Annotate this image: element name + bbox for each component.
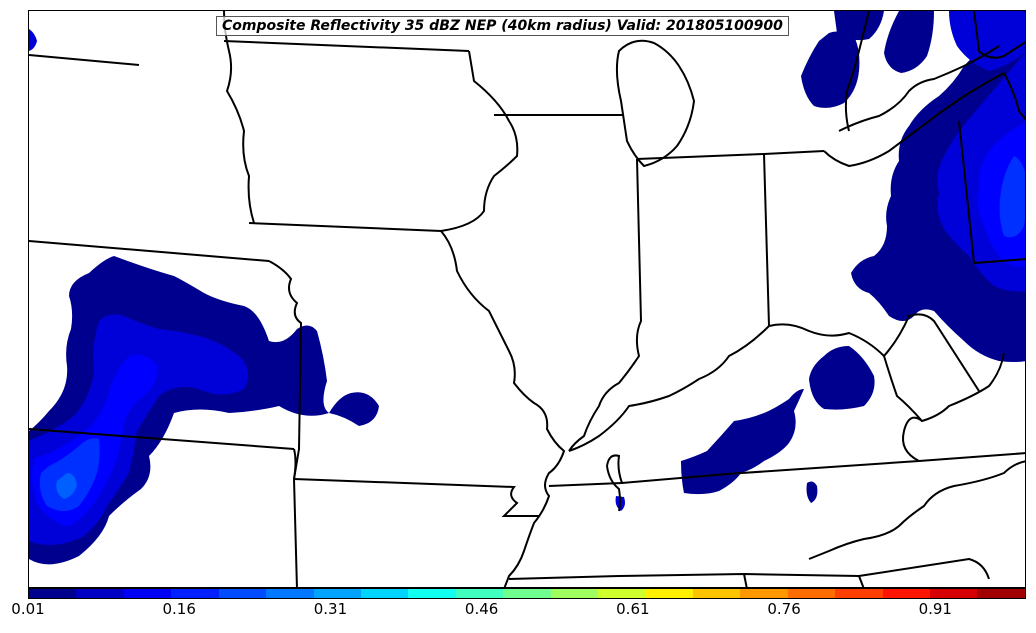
- colorbar-segment: [360, 589, 409, 598]
- boundary-tn-south: [508, 557, 990, 580]
- boundary-tn-nc: [808, 460, 1025, 560]
- boundary-ne-edge: [973, 11, 1025, 59]
- colorbar-segment: [455, 589, 504, 598]
- boundary-mo-ar: [293, 478, 539, 517]
- colorbar-segment: [503, 589, 551, 598]
- boundary-sd-ne: [29, 54, 140, 66]
- prob-region-kentucky-small1: [806, 481, 818, 503]
- colorbar-segment: [977, 589, 1025, 598]
- prob-region-kansas-peak: [56, 473, 77, 499]
- map-panel: [28, 10, 1026, 588]
- colorbar-segment: [408, 589, 456, 598]
- boundary-lake-erie: [823, 72, 1005, 168]
- prob-region-wisconsin: [801, 31, 860, 108]
- boundary-ok-ar: [293, 448, 297, 480]
- colorbar-segment: [882, 589, 931, 598]
- colorbar-segment: [313, 589, 361, 598]
- colorbar-segment: [29, 589, 77, 598]
- probability-fills: [29, 11, 1025, 565]
- colorbar-segment: [123, 589, 172, 598]
- boundary-ia-mn: [223, 40, 470, 52]
- boundary-ks-mo: [268, 260, 303, 587]
- colorbar-tick-label: 0.61: [616, 600, 650, 618]
- colorbar-segment: [76, 589, 124, 598]
- colorbar-segment: [598, 589, 646, 598]
- colorbar-tick-label: 0.91: [918, 600, 952, 618]
- boundary-in-mi: [636, 153, 765, 160]
- boundary-ks-ok: [29, 428, 295, 450]
- colorbar-segment: [835, 589, 883, 598]
- boundary-mi-oh: [763, 150, 825, 155]
- prob-region-mi-east: [949, 11, 1025, 71]
- map-canvas: [29, 11, 1025, 587]
- colorbar-segment: [645, 589, 693, 598]
- boundary-al-ga: [858, 575, 865, 587]
- colorbar-segment: [266, 589, 314, 598]
- colorbar-segment: [218, 589, 267, 598]
- boundary-in-oh: [763, 153, 770, 327]
- prob-region-nw-corner: [29, 29, 37, 51]
- boundary-lake-huron: [844, 11, 870, 132]
- boundary-ohio-river: [568, 313, 980, 452]
- colorbar-tick-label: 0.01: [11, 600, 45, 618]
- boundary-tn-river: [605, 454, 623, 512]
- boundary-ky-va: [902, 416, 923, 462]
- boundary-ms-al: [743, 573, 748, 587]
- boundary-wv-va: [883, 352, 1005, 423]
- prob-region-kentucky: [681, 389, 804, 495]
- colorbar-segment: [740, 589, 788, 598]
- map-title: Composite Reflectivity 35 dBZ NEP (40km …: [216, 16, 789, 36]
- colorbar-tick-label: 0.31: [313, 600, 348, 618]
- prob-region-indiana-south: [809, 346, 875, 410]
- prob-region-mi-thumb: [884, 11, 934, 73]
- boundary-il-in: [568, 158, 643, 452]
- colorbar: [28, 588, 1026, 599]
- colorbar-segment: [171, 589, 219, 598]
- colorbar-tick-label: 0.46: [464, 600, 499, 618]
- boundary-ia-mo: [248, 222, 442, 232]
- colorbar-segment: [930, 589, 978, 598]
- colorbar-tick-label: 0.16: [162, 600, 196, 618]
- boundary-ny: [1003, 72, 1025, 121]
- boundary-ne-ks: [29, 240, 270, 262]
- boundary-pa-oh: [958, 120, 1025, 265]
- colorbar-segment: [550, 589, 599, 598]
- prob-region-ohio-higher: [999, 156, 1025, 238]
- boundary-ky-tn: [548, 452, 1025, 487]
- boundary-lake-michigan: [615, 39, 696, 168]
- prob-region-upper-mi: [834, 11, 884, 41]
- colorbar-segment: [787, 589, 836, 598]
- boundary-mi-lower: [838, 45, 1000, 132]
- colorbar-tick-labels: 0.01 0.16 0.31 0.46 0.61 0.76 0.91: [0, 600, 1036, 626]
- state-boundaries: [29, 11, 1025, 587]
- boundary-mo-river: [223, 11, 255, 224]
- colorbar-segment: [692, 589, 741, 598]
- boundary-mississippi: [439, 50, 566, 587]
- colorbar-tick-label: 0.76: [767, 600, 801, 618]
